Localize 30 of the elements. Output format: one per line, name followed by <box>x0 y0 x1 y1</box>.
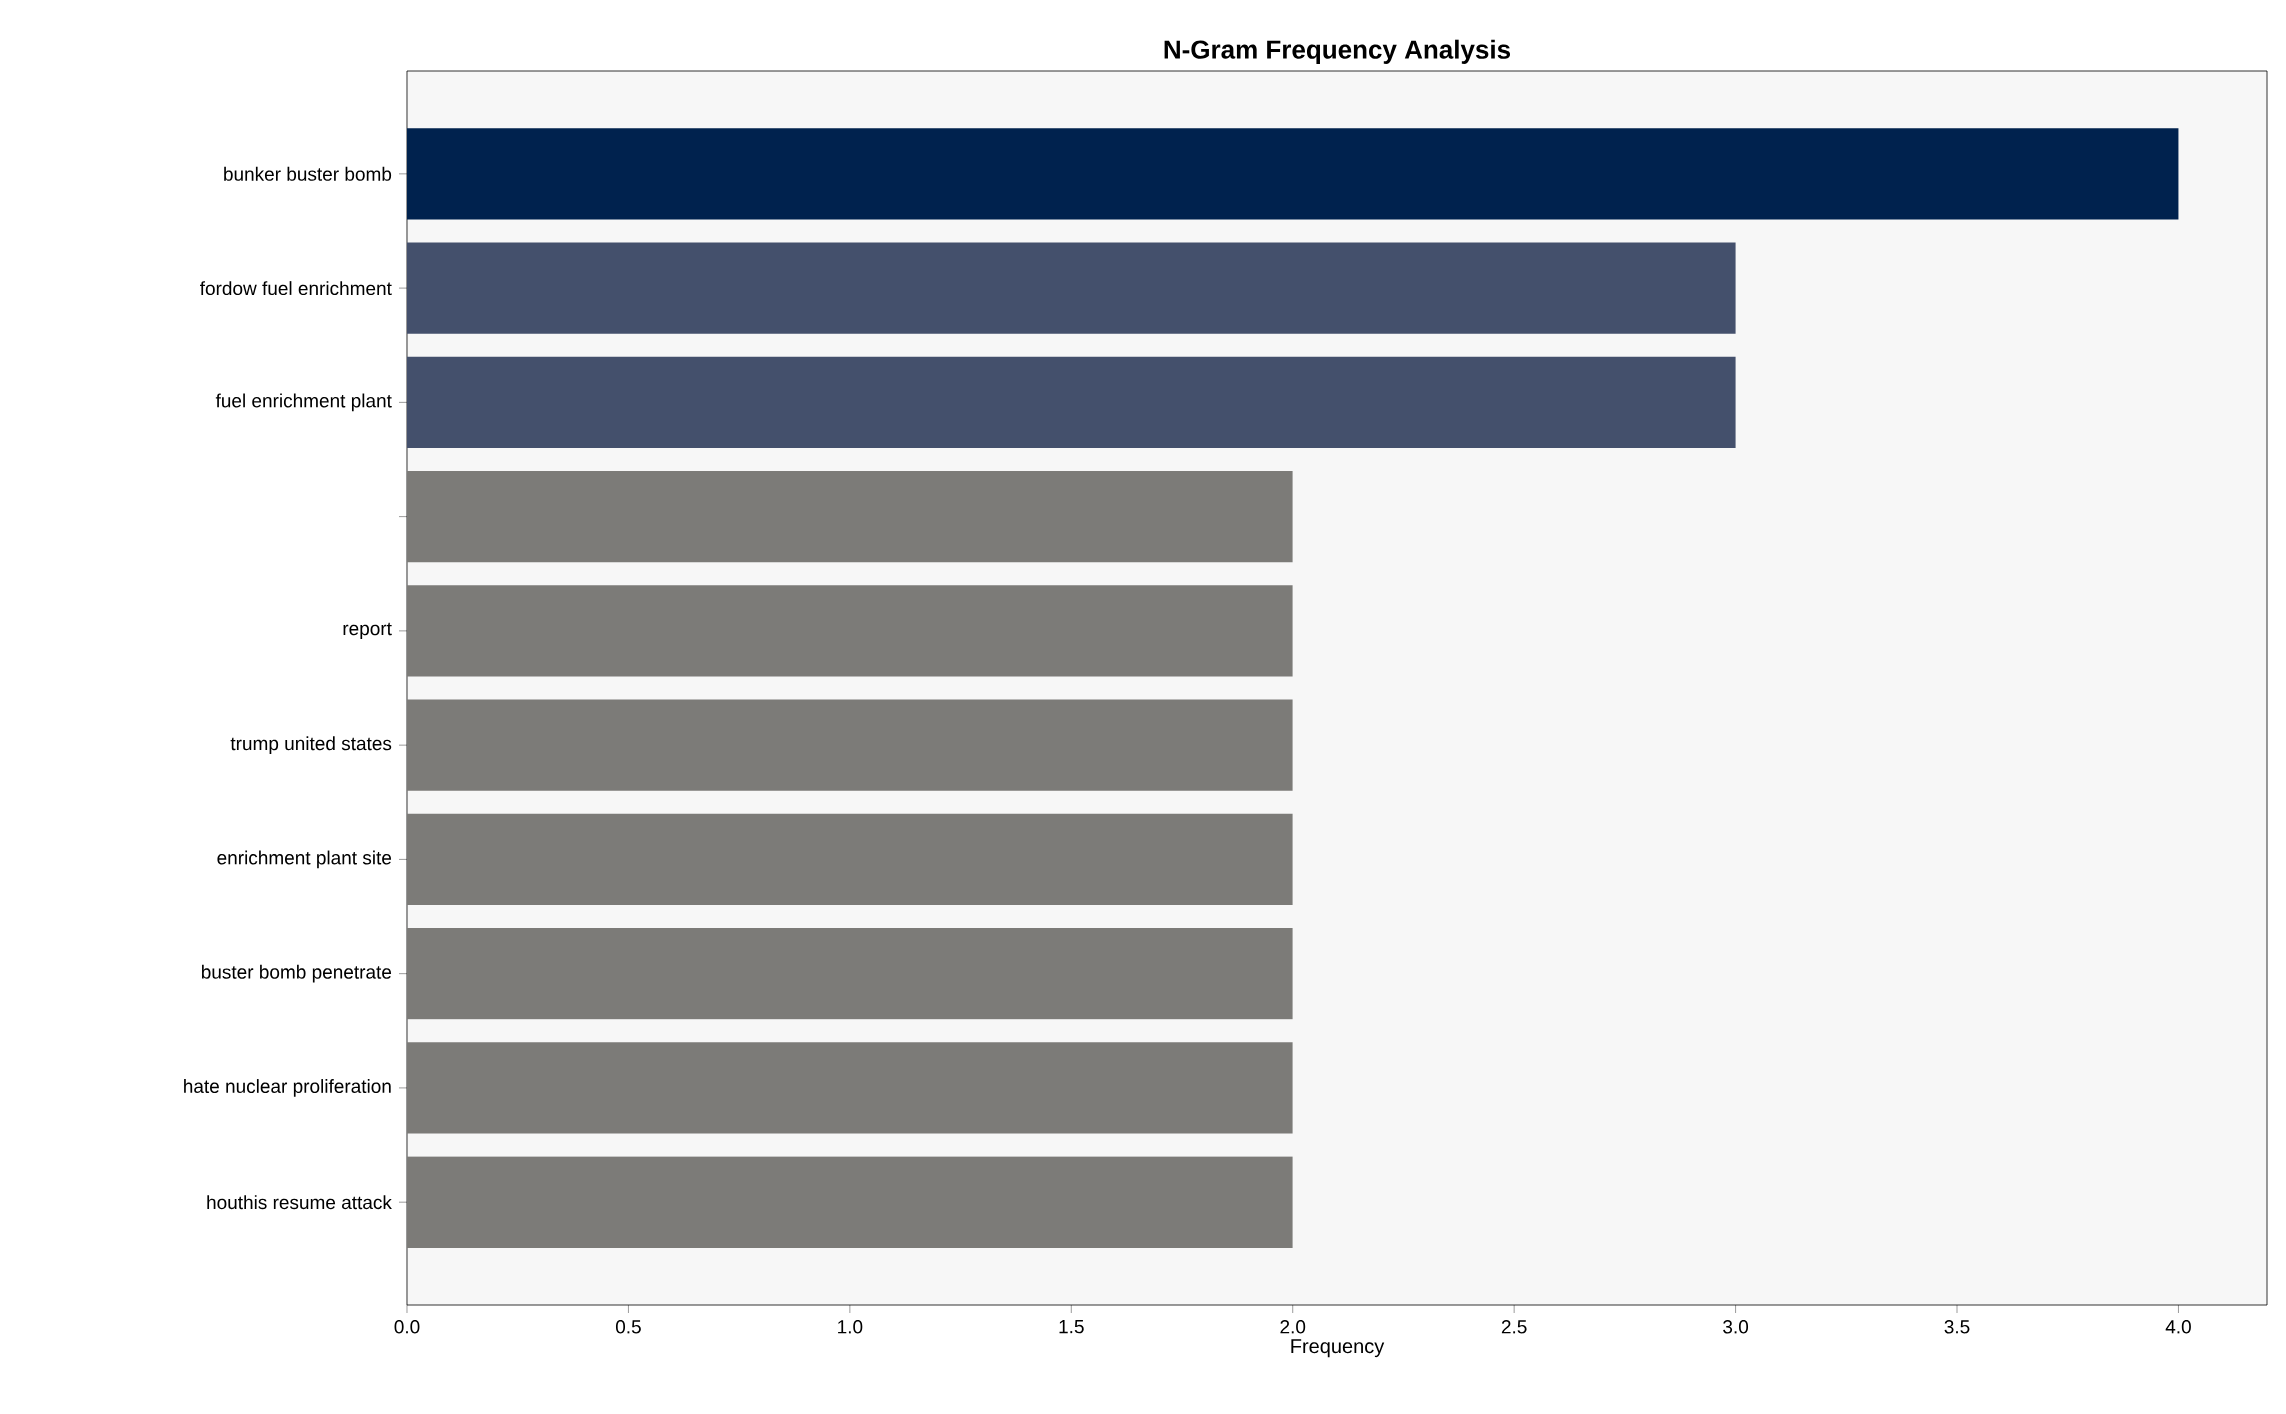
y-tick-label: fordow fuel enrichment <box>200 281 392 296</box>
bar <box>407 1156 1293 1248</box>
bar <box>407 242 1736 334</box>
x-tick-label: 4.0 <box>2165 1320 2191 1334</box>
y-tick-label: buster bomb penetrate <box>201 964 392 983</box>
x-tick-label: 0.5 <box>615 1320 641 1334</box>
x-tick-label: 2.0 <box>1280 1320 1306 1334</box>
x-tick-label: 1.5 <box>1059 1320 1084 1334</box>
x-tick-label: 1.0 <box>838 1320 863 1334</box>
y-tick-label: bunker buster bomb <box>224 166 392 181</box>
chart-title: N-Gram Frequency Analysis <box>1164 39 1511 64</box>
bar <box>407 1042 1293 1134</box>
bar <box>407 927 1293 1020</box>
x-tick-label: 3.0 <box>1723 1320 1749 1334</box>
bar <box>407 470 1293 563</box>
bar <box>407 356 1736 449</box>
bar <box>407 585 1293 677</box>
x-tick-label: 0.0 <box>394 1320 420 1334</box>
y-tick-label: houthis resume attack <box>207 1195 392 1210</box>
bar <box>407 813 1293 906</box>
y-tick-label: fuel enrichment plant <box>215 393 392 412</box>
bar <box>407 699 1293 791</box>
bar <box>407 128 2179 220</box>
y-tick-label: hate nuclear proliferation <box>184 1079 391 1097</box>
y-tick-label: enrichment plant site <box>217 850 392 869</box>
x-axis-title: Frequency <box>1291 1339 1385 1358</box>
y-tick-label: trump united states <box>230 736 392 755</box>
x-tick-label: 2.5 <box>1501 1320 1527 1334</box>
x-tick-label: 3.5 <box>1944 1320 1970 1334</box>
y-tick-label: report <box>343 622 392 640</box>
